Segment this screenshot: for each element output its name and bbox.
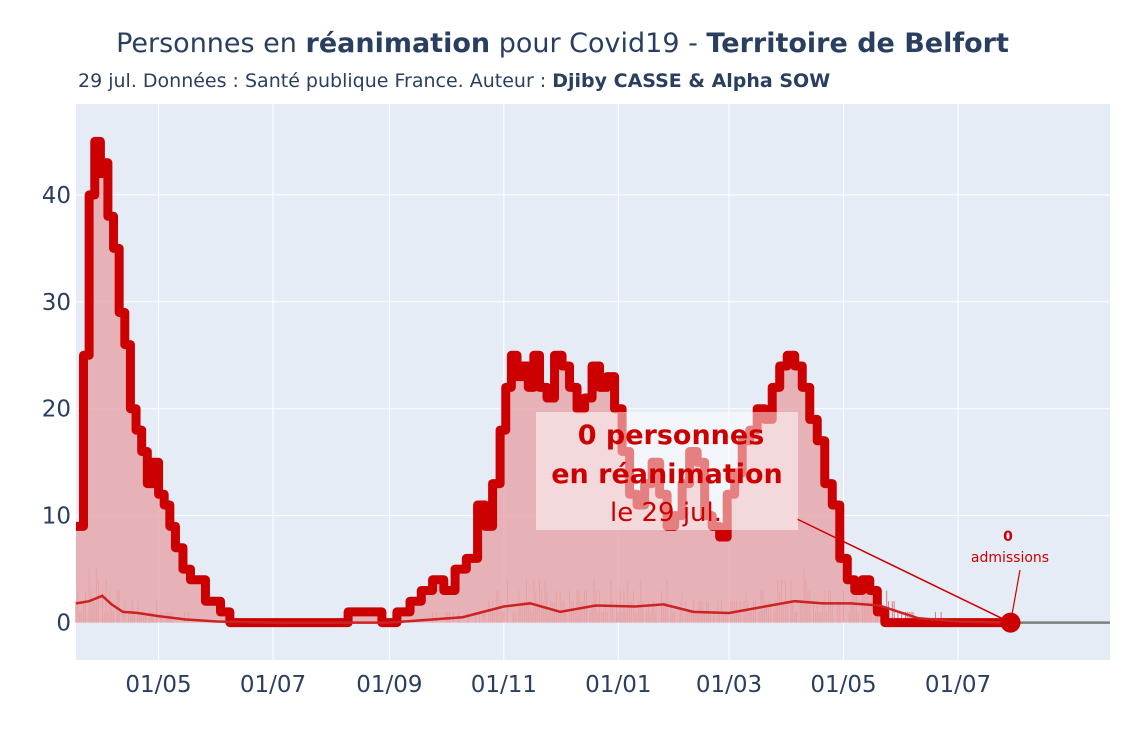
annotation-line2: en réanimation	[551, 459, 783, 490]
x-tick-label: 01/07	[240, 672, 306, 698]
subtitle-text: 29 jul. Données : Santé publique France.…	[78, 70, 553, 92]
x-tick-label: 01/05	[810, 672, 876, 698]
admissions-line	[75, 594, 1011, 624]
x-tick-label: 01/05	[125, 672, 191, 698]
y-axis: 0 10 20 30 40	[42, 183, 71, 637]
y-tick-label: 40	[42, 183, 71, 209]
y-tick-label: 0	[56, 611, 71, 637]
admissions-value: 0	[1003, 529, 1013, 545]
title-prefix: Personnes en	[116, 28, 306, 59]
annotation-line1: 0 personnes	[578, 420, 765, 451]
y-tick-label: 10	[42, 504, 71, 530]
last-point-marker	[1000, 612, 1021, 633]
admissions-text: admissions	[971, 550, 1049, 566]
chart-subtitle: 29 jul. Données : Santé publique France.…	[78, 70, 830, 92]
x-tick-label: 01/01	[585, 672, 651, 698]
y-tick-label: 30	[42, 290, 71, 316]
title-territory: Territoire de Belfort	[706, 28, 1009, 59]
annotation-line3: le 29 jul.	[610, 498, 722, 528]
x-axis: 01/05 01/07 01/09 01/11 01/01 01/03 01/05 01/07	[125, 672, 991, 698]
x-tick-label: 01/09	[356, 672, 422, 698]
y-tick-label: 20	[42, 397, 71, 423]
x-tick-label: 01/03	[696, 672, 762, 698]
annotation-box	[536, 412, 798, 530]
chart-title: Personnes en réanimation pour Covid19 - …	[0, 28, 1125, 59]
subtitle-authors: Djiby CASSE & Alpha SOW	[552, 70, 831, 92]
x-tick-label: 01/11	[471, 672, 537, 698]
title-bold: réanimation	[305, 28, 491, 59]
x-tick-label: 01/07	[925, 672, 991, 698]
reanimation-line	[76, 136, 1011, 628]
title-middle: pour Covid19 -	[490, 28, 707, 59]
annotation-arrow	[796, 518, 1011, 624]
